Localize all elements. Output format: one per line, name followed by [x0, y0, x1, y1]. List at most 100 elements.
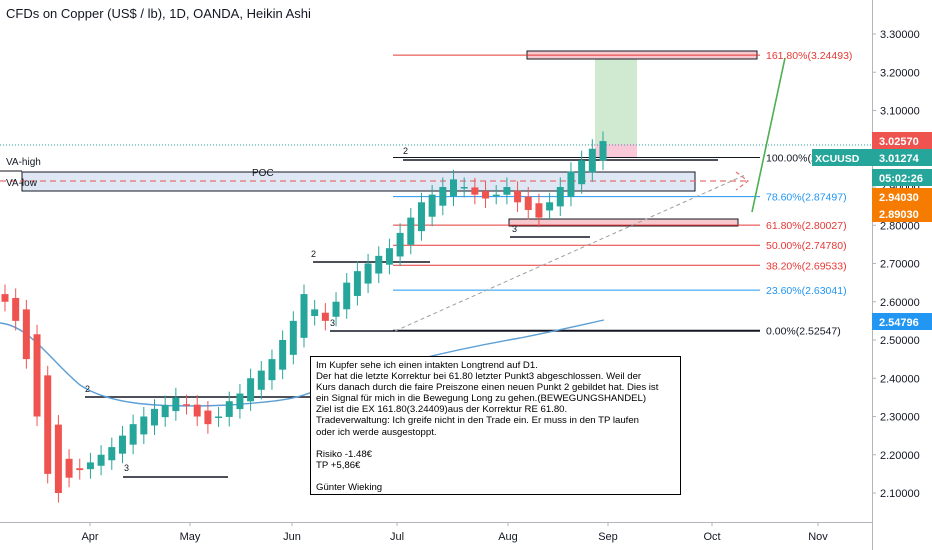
candle — [97, 454, 105, 466]
note-line: Tradeverwaltung: Ich greife nicht in den… — [316, 415, 639, 427]
y-tick-label: 3.30000 — [880, 29, 920, 41]
fib-level-label: 23.60%(2.63041) — [766, 285, 847, 297]
price-label: 3.01274 — [879, 153, 920, 165]
candle — [215, 416, 223, 418]
fib-level-label: 50.00%(2.74780) — [766, 240, 847, 252]
drawing-lines — [0, 54, 872, 478]
candle — [460, 187, 468, 189]
note-line: Günter Wieking — [316, 482, 383, 494]
candle — [364, 263, 372, 284]
candle — [76, 468, 84, 471]
candle — [268, 359, 276, 381]
candle — [556, 187, 564, 207]
chart-annotation: 3 — [330, 318, 335, 328]
y-tick-label: 2.80000 — [880, 220, 920, 232]
y-tick-label: 2.50000 — [880, 335, 920, 347]
chart-annotation: VA-low — [6, 178, 38, 189]
chart-annotation: 2 — [85, 384, 90, 394]
candle — [140, 416, 148, 435]
x-tick-label: Oct — [703, 531, 720, 543]
chart-annotation: VA-high — [6, 157, 41, 168]
chart-annotation: POC — [252, 168, 274, 179]
candle — [353, 271, 361, 296]
price-label-box — [872, 149, 932, 166]
correction-zone — [508, 218, 739, 227]
note-line: oder ich werde ausgestoppt. — [316, 426, 437, 438]
candle — [44, 375, 52, 474]
candle — [54, 424, 62, 493]
candle — [482, 191, 490, 199]
x-tick-label: Aug — [498, 531, 518, 543]
price-label-box — [872, 132, 932, 149]
candle — [535, 203, 543, 218]
trend-line — [394, 174, 746, 332]
x-tick-label: Apr — [81, 531, 98, 543]
candle — [183, 404, 191, 406]
candle — [289, 320, 297, 355]
note-line: Ziel ist die EX 161.80(3.24409)aus der K… — [316, 404, 568, 416]
candle — [247, 378, 255, 402]
price-axis: 3.300003.200003.100003.000002.900002.800… — [812, 29, 932, 500]
candle — [492, 194, 500, 197]
candle — [471, 187, 479, 195]
price-label: 2.94030 — [879, 192, 919, 204]
candle — [332, 301, 340, 317]
candle — [439, 187, 447, 206]
x-tick-label: Nov — [808, 531, 828, 543]
candle — [279, 340, 287, 370]
note-spacer — [316, 438, 675, 449]
candle — [108, 447, 116, 461]
x-tick-label: Jun — [283, 531, 301, 543]
candle — [236, 393, 244, 410]
note-line: Der hat die letzte Korrektur bei 61.80 l… — [316, 371, 642, 383]
chart-annotation: 2 — [403, 146, 408, 156]
candle — [172, 397, 180, 412]
candle — [524, 196, 532, 210]
candle — [1, 294, 9, 302]
note-line: TP +5,86€ — [316, 459, 361, 471]
candle — [450, 179, 457, 197]
price-label-box — [872, 188, 932, 205]
chart-annotation: 3 — [512, 224, 517, 234]
candle — [428, 194, 436, 217]
fib-level-label: 38.20%(2.69533) — [766, 260, 847, 272]
trade-note: Im Kupfer sehe ich einen intakten Longtr… — [310, 356, 681, 495]
fib-level-label: 161.80%(3.24493) — [766, 50, 852, 62]
moving-average — [0, 319, 605, 407]
candle — [129, 424, 137, 445]
x-tick-label: Jul — [390, 531, 404, 543]
y-tick-label: 2.10000 — [880, 488, 920, 500]
price-label: 2.54796 — [879, 317, 919, 329]
note-spacer — [316, 471, 675, 482]
y-tick-label: 2.30000 — [880, 412, 920, 424]
candle — [417, 202, 425, 232]
projection-line — [751, 57, 786, 213]
candle — [161, 405, 169, 418]
candle — [300, 294, 308, 338]
candle — [311, 309, 319, 316]
candle — [257, 370, 265, 390]
chart-annotation: 3 — [124, 463, 129, 473]
y-tick-label: 3.20000 — [880, 67, 920, 79]
price-label-box — [872, 169, 932, 186]
price-label-box — [872, 205, 932, 222]
candle — [204, 410, 212, 425]
y-tick-label: 2.70000 — [880, 259, 920, 271]
candle — [343, 282, 351, 310]
candles — [1, 131, 607, 503]
candle — [503, 187, 511, 195]
candle — [22, 309, 30, 360]
y-tick-label: 2.40000 — [880, 373, 920, 385]
fib-level-label: 78.60%(2.87497) — [766, 192, 847, 204]
chart-title: CFDs on Copper (US$ / lb), 1D, OANDA, He… — [6, 6, 311, 21]
take-profit-zone — [595, 55, 637, 144]
candle — [385, 248, 393, 265]
y-tick-label: 2.20000 — [880, 450, 920, 462]
candle — [118, 435, 126, 454]
candle — [578, 160, 586, 185]
candle — [567, 171, 575, 197]
candle — [65, 458, 73, 478]
candle — [546, 202, 554, 211]
x-tick-label: May — [180, 531, 201, 543]
